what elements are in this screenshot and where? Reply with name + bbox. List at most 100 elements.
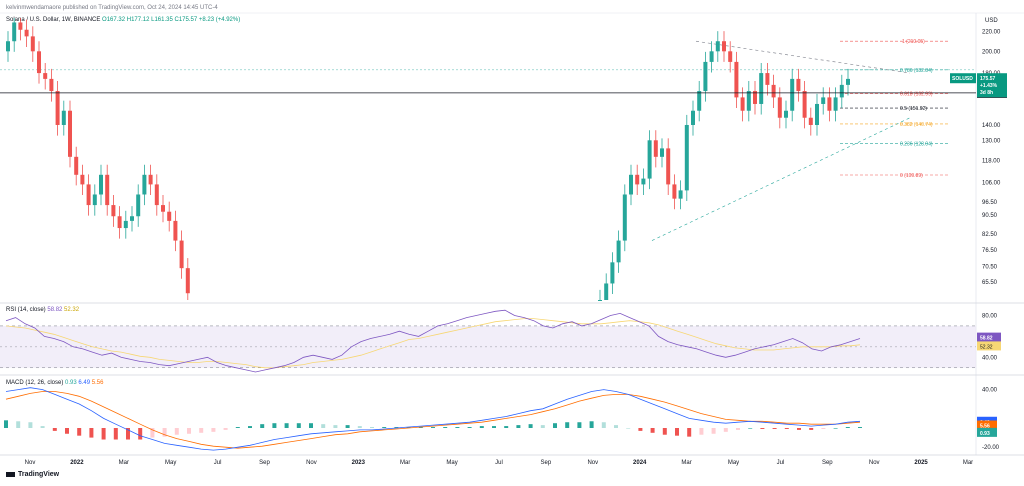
candle: [777, 87, 782, 129]
candle-body: [846, 78, 850, 85]
candle-body: [105, 174, 110, 206]
time-tick-9: May: [446, 460, 457, 466]
price-tick-9: 90.50: [982, 213, 998, 219]
candle-body: [99, 174, 103, 195]
candle: [92, 184, 97, 216]
candle: [154, 174, 159, 216]
candle: [821, 87, 826, 115]
candle: [784, 100, 788, 129]
rsi-value: 58.82: [47, 307, 63, 313]
tradingview-logo[interactable]: TradingView: [6, 471, 59, 478]
time-tick-4: Jul: [214, 460, 222, 466]
fib-level-label-3: 0.5 (151.92): [900, 106, 927, 112]
last-price-tag-bg: [977, 73, 1007, 98]
candle: [846, 68, 850, 96]
candle: [808, 107, 813, 136]
time-tick-13: 2024: [633, 460, 647, 466]
candle-body: [672, 184, 677, 199]
macd-histogram-bar: [113, 428, 118, 440]
candle-body: [179, 240, 184, 269]
candle-body: [808, 117, 813, 125]
macd-histogram-bar: [675, 428, 679, 436]
candle-body: [784, 110, 788, 118]
macd-histogram-bar: [443, 427, 448, 428]
time-tick-12: Nov: [587, 460, 598, 466]
candle-body: [604, 283, 609, 300]
candle: [771, 74, 776, 108]
macd-histogram-bar: [260, 424, 265, 428]
fib-level-label-0: 1 (210.05): [902, 39, 925, 45]
candle: [740, 87, 745, 122]
candle: [660, 138, 664, 168]
macd-histogram-bar: [406, 427, 411, 428]
time-tick-2: Mar: [119, 460, 129, 466]
macd-histogram-bar: [150, 428, 155, 438]
macd-histogram-bar: [784, 428, 789, 429]
candle-body: [815, 103, 819, 125]
candle-body: [691, 110, 695, 125]
macd-histogram-bar: [748, 428, 753, 429]
candle-body: [6, 41, 10, 52]
candle: [616, 230, 621, 273]
candle-body: [18, 22, 23, 30]
candle: [598, 289, 602, 301]
rsi-legend[interactable]: RSI (14, close) 58.82 52.32: [6, 307, 79, 313]
candle-body: [167, 211, 172, 221]
candle: [827, 87, 832, 122]
candle-body: [833, 97, 838, 111]
candle: [697, 80, 702, 122]
macd-pane: 40.00-20.006.495.560.93: [4, 387, 1000, 451]
candle-body: [80, 174, 85, 185]
macd-histogram-bar: [4, 420, 8, 428]
macd-histogram-bar: [858, 427, 862, 428]
rsi-ma-tag-bg: [977, 341, 1001, 351]
candle-body: [92, 194, 97, 206]
macd-tag-bg-2: [977, 427, 997, 437]
candle: [722, 31, 726, 62]
macd-histogram-bar: [809, 428, 814, 430]
macd-histogram-bar: [309, 423, 313, 428]
candle-body: [616, 240, 621, 263]
macd-histogram-bar: [662, 428, 667, 435]
macd-tick-2: -20.00: [982, 445, 1000, 451]
price-tick-11: 76.50: [982, 248, 998, 254]
macd-histogram-bar: [431, 427, 435, 428]
rsi-ma-line: [5, 318, 861, 369]
candle-body: [161, 205, 165, 212]
candle: [796, 68, 801, 102]
macd-histogram-bar: [772, 428, 777, 429]
symbol-line[interactable]: Solana / U.S. Dollar, 1W, BINANCE: [6, 17, 101, 23]
candle: [105, 164, 110, 216]
candle: [167, 201, 172, 232]
candle: [111, 195, 116, 227]
candle-body: [753, 91, 757, 104]
rsi-tick-0: 80.00: [982, 313, 998, 319]
candle: [37, 41, 41, 84]
macd-title: MACD (12, 26, close): [6, 380, 64, 386]
macd-histogram-bar: [65, 428, 69, 434]
candle-body: [30, 36, 35, 52]
candle-body: [734, 61, 739, 98]
candle: [49, 68, 54, 102]
candle-body: [86, 184, 91, 206]
candle: [765, 62, 770, 96]
candle-body: [709, 51, 714, 62]
macd-histogram-bar: [235, 427, 240, 428]
rsi-line: [5, 309, 861, 373]
candle: [86, 174, 91, 216]
candle-body: [728, 51, 733, 62]
macd-histogram-bar: [626, 428, 631, 429]
triangle-trendlines: [0, 40, 976, 241]
candle-body: [136, 194, 141, 217]
candle: [734, 51, 739, 108]
macd-legend[interactable]: MACD (12, 26, close) 0.93 6.49 5.56: [6, 380, 103, 386]
macd-histogram-bar: [199, 428, 204, 433]
candle: [18, 18, 23, 41]
time-tick-7: 2023: [352, 460, 366, 466]
macd-histogram-bar: [699, 428, 704, 435]
currency-label: USD: [985, 18, 998, 24]
candle: [839, 74, 844, 108]
candle-body: [24, 29, 29, 37]
